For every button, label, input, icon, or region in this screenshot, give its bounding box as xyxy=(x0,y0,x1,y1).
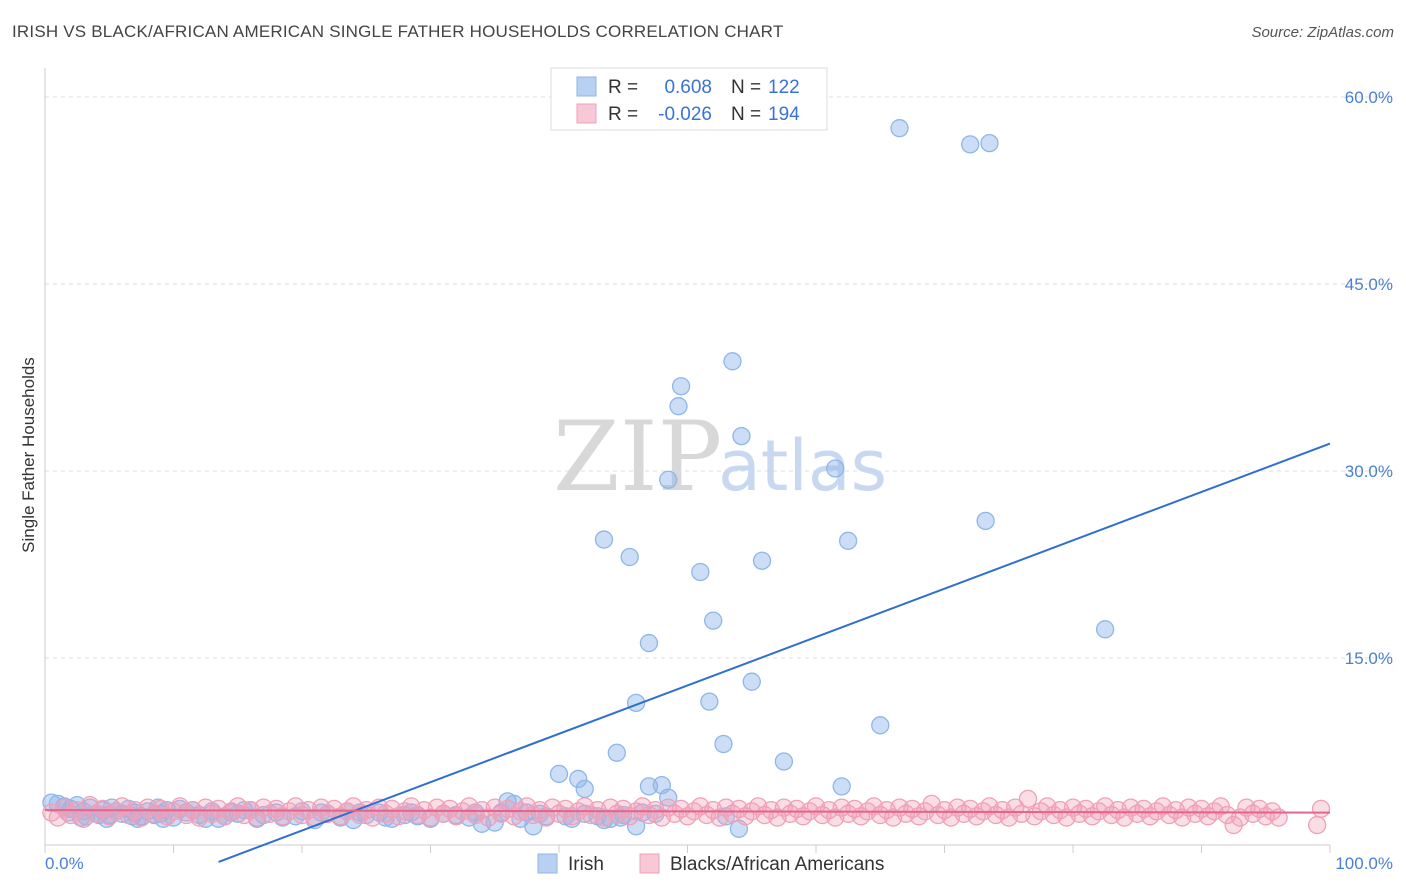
legend-irish-n-label: N = xyxy=(731,77,761,98)
irish-point xyxy=(714,734,733,754)
y-tick-label: 60.0% xyxy=(1345,88,1393,107)
irish-point xyxy=(700,692,719,711)
watermark-zip: ZIP xyxy=(553,401,722,513)
irish-point xyxy=(671,377,691,396)
legend-black-n-label: N = xyxy=(731,104,761,125)
black-point xyxy=(1311,799,1331,818)
legend-black-r-label: R = xyxy=(608,104,638,125)
x-tick-labels: 0.0% 100.0% xyxy=(45,854,1393,873)
bottom-legend-black-label: Blacks/African Americans xyxy=(670,854,884,875)
irish-point xyxy=(732,426,751,446)
irish-point xyxy=(691,562,710,582)
irish-trend-line xyxy=(218,442,1331,863)
legend-irish-n-value: 122 xyxy=(768,77,800,98)
chart-title: IRISH VS BLACK/AFRICAN AMERICAN SINGLE F… xyxy=(12,22,784,41)
trend-lines xyxy=(44,442,1331,863)
bottom-legend-irish-swatch xyxy=(537,853,558,874)
bottom-legend-irish-label: Irish xyxy=(568,854,604,875)
y-tick-label: 45.0% xyxy=(1345,275,1393,294)
irish-point xyxy=(976,511,995,531)
irish-point xyxy=(826,459,845,478)
bottom-legend-black-swatch xyxy=(639,853,660,874)
legend-irish-swatch xyxy=(576,76,597,97)
irish-point xyxy=(607,743,626,762)
irish-point xyxy=(659,788,678,807)
black-point xyxy=(1308,815,1327,835)
irish-point xyxy=(659,470,678,489)
axes xyxy=(44,68,1331,853)
irish-point xyxy=(1095,620,1115,639)
irish-point xyxy=(752,551,772,570)
irish-point xyxy=(838,531,858,550)
legend-black-swatch xyxy=(576,103,597,124)
legend-black-n-value: 194 xyxy=(768,104,800,125)
irish-point xyxy=(871,716,890,735)
legend-irish-r-label: R = xyxy=(608,77,638,98)
x-tick-label-max: 100.0% xyxy=(1335,854,1393,873)
series-legend: Irish Blacks/African Americans xyxy=(537,853,884,875)
irish-point xyxy=(832,777,851,796)
irish-point xyxy=(669,397,688,416)
watermark-atlas: atlas xyxy=(718,425,887,507)
irish-point xyxy=(890,119,909,138)
correlation-legend: R = 0.608 N = 122 R = -0.026 N = 194 xyxy=(550,67,828,131)
x-tick-label-min: 0.0% xyxy=(45,854,84,873)
grid-lines xyxy=(45,96,1390,659)
irish-point xyxy=(594,530,614,549)
irish-point xyxy=(620,547,639,567)
irish-point xyxy=(723,352,742,371)
irish-point xyxy=(639,633,659,653)
irish-point xyxy=(980,133,999,153)
black-point xyxy=(1018,789,1038,809)
y-tick-label: 15.0% xyxy=(1345,649,1393,668)
irish-point xyxy=(704,611,723,630)
black-point xyxy=(1224,815,1243,835)
legend-black-r-value: -0.026 xyxy=(658,104,712,125)
y-axis-label: Single Father Households xyxy=(19,357,38,553)
irish-point xyxy=(774,752,794,771)
irish-point xyxy=(742,672,761,691)
irish-point xyxy=(549,764,569,784)
legend-irish-r-value: 0.608 xyxy=(664,77,712,98)
y-tick-labels: 15.0% 30.0% 45.0% 60.0% xyxy=(1345,88,1393,668)
black-trend-line xyxy=(44,809,1331,814)
source-label: Source: ZipAtlas.com xyxy=(1251,24,1394,41)
y-tick-label: 30.0% xyxy=(1345,462,1393,481)
legend-box xyxy=(550,67,828,131)
irish-point xyxy=(575,779,594,799)
irish-point xyxy=(569,769,588,789)
irish-point xyxy=(961,135,980,154)
